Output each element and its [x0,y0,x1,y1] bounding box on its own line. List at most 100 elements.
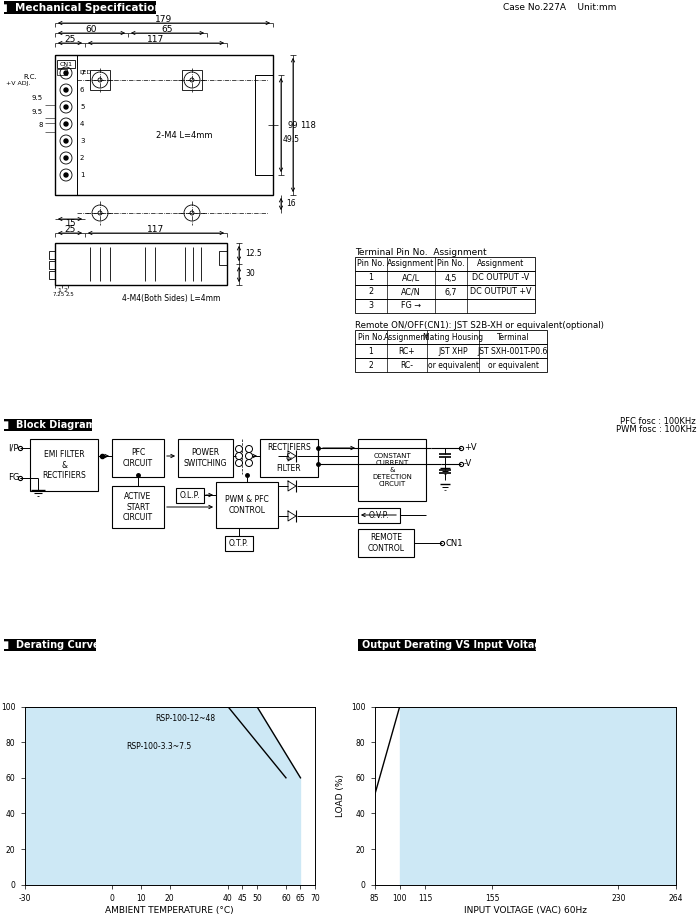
Text: 9.5: 9.5 [32,95,43,101]
Text: PFC
CIRCUIT: PFC CIRCUIT [123,448,153,468]
Text: 1: 1 [368,273,374,282]
Text: O.L.P.: O.L.P. [180,491,200,500]
Text: DC OUTPUT +V: DC OUTPUT +V [470,288,532,296]
Text: JST SXH-001T-P0.6: JST SXH-001T-P0.6 [478,346,548,356]
Text: Assignment: Assignment [384,333,430,342]
Text: 117: 117 [148,226,164,235]
Text: FG →: FG → [401,302,421,311]
Text: Case No.227A    Unit:mm: Case No.227A Unit:mm [503,4,617,13]
Text: 6: 6 [80,87,85,93]
Text: R.C.: R.C. [23,74,37,80]
Text: CN1: CN1 [60,61,73,67]
Text: Assignment: Assignment [387,260,435,269]
Bar [55,55,273,195]
Bar [225,536,253,551]
Text: RSP-100-12~48: RSP-100-12~48 [155,714,216,723]
Bar [4,639,96,651]
Text: 12.5: 12.5 [245,249,262,258]
Text: 30: 30 [245,270,255,279]
Text: O.T.P.: O.T.P. [229,539,249,548]
Bar [355,271,535,285]
Text: 4-M4(Both Sides) L=4mm: 4-M4(Both Sides) L=4mm [122,294,220,303]
Text: ■  Mechanical Specification: ■ Mechanical Specification [0,3,162,13]
Text: 2.5: 2.5 [66,292,74,297]
Circle shape [64,105,68,109]
Circle shape [64,156,68,160]
Bar [49,261,55,269]
Text: 5: 5 [80,104,85,110]
Text: 3: 3 [80,138,85,144]
Text: +V ADJ.: +V ADJ. [6,81,31,87]
Text: PWM fosc : 100KHz: PWM fosc : 100KHz [615,424,696,433]
Text: 9.5: 9.5 [32,109,43,115]
Text: 2-M4 L=4mm: 2-M4 L=4mm [155,131,212,140]
Text: 117: 117 [148,36,164,45]
Text: Pin No.: Pin No. [438,260,465,269]
Circle shape [64,139,68,143]
Y-axis label: LOAD (%): LOAD (%) [337,774,345,817]
Text: JST XHP: JST XHP [438,346,468,356]
Text: Assignment: Assignment [477,260,524,269]
Text: 7.25: 7.25 [53,292,65,297]
Bar [358,529,414,557]
Bar [219,251,227,265]
Circle shape [64,173,68,177]
Text: 60: 60 [85,26,97,35]
Text: ■  Block Diagram: ■ Block Diagram [0,420,96,430]
Circle shape [64,71,68,75]
Bar [176,488,204,503]
Bar [30,439,98,491]
Bar [55,55,77,195]
Bar [55,243,227,285]
Text: PFC fosc : 100KHz: PFC fosc : 100KHz [620,418,696,427]
Text: RC+: RC+ [399,346,415,356]
Bar [49,251,55,259]
Text: Terminal Pin No.  Assignment: Terminal Pin No. Assignment [355,248,486,257]
Bar [260,439,318,477]
Text: 1: 1 [369,346,373,356]
Text: 65: 65 [161,26,173,35]
Text: 4: 4 [80,121,85,127]
Polygon shape [400,707,676,885]
Bar [57,60,75,68]
Text: 99: 99 [288,121,298,130]
Text: Remote ON/OFF(CN1): JST S2B-XH or equivalent(optional): Remote ON/OFF(CN1): JST S2B-XH or equiva… [355,321,604,330]
Bar [57,69,67,75]
Text: or equivalent: or equivalent [428,360,479,369]
Text: 2: 2 [369,360,373,369]
Text: Mating Housing: Mating Housing [423,333,483,342]
Text: 1: 1 [80,172,85,178]
Bar [216,482,278,528]
Text: 2: 2 [63,288,67,292]
Text: 49.5: 49.5 [283,135,300,144]
Text: AC/N: AC/N [401,288,421,296]
Text: RSP-100-3.3~7.5: RSP-100-3.3~7.5 [126,742,191,751]
Bar [4,419,92,431]
Bar [182,70,202,90]
Text: AC/L: AC/L [402,273,420,282]
Bar [355,257,535,271]
Text: -V: -V [464,460,473,469]
Text: O.V.P.: O.V.P. [369,511,389,520]
Text: I/P: I/P [8,443,18,452]
Text: CN1: CN1 [446,538,463,547]
Text: 25: 25 [64,36,76,45]
Circle shape [64,122,68,126]
Circle shape [64,88,68,92]
Bar [112,486,164,528]
Bar [49,271,55,279]
Text: 118: 118 [300,121,316,130]
Text: RC-: RC- [400,360,414,369]
Text: ■  Derating Curve: ■ Derating Curve [0,640,100,650]
Bar [358,639,536,651]
Bar [355,330,547,344]
Text: LED: LED [79,69,91,75]
Text: 1: 1 [57,288,61,292]
Bar [355,285,535,299]
Text: 3: 3 [368,302,374,311]
Text: RECTIFIERS
&
FILTER: RECTIFIERS & FILTER [267,443,311,473]
Text: POWER
SWITCHING: POWER SWITCHING [183,448,228,468]
Bar [358,439,426,501]
Text: 2: 2 [80,155,85,161]
Bar [112,439,164,477]
